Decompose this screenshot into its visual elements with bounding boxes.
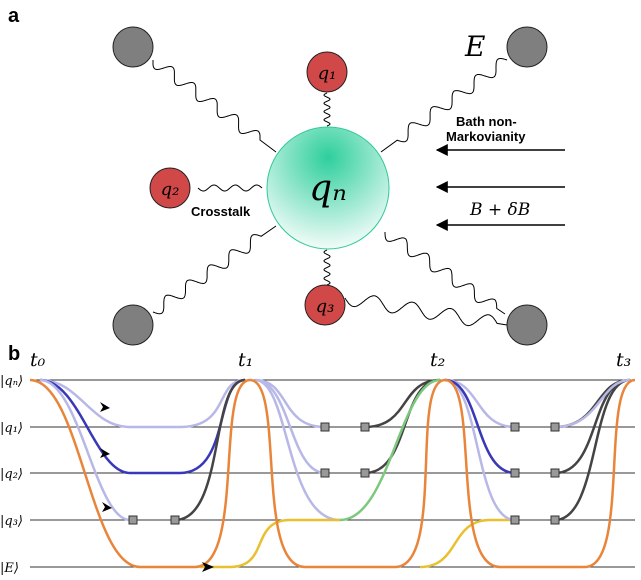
level-label: |q₂⟩ — [0, 467, 23, 482]
qubit-label: q₁ — [318, 63, 337, 84]
center-label: qₙ — [309, 168, 347, 209]
gate — [551, 469, 559, 477]
field-label: B + δB — [469, 200, 530, 220]
level-label: |q₃⟩ — [0, 514, 23, 529]
time-label: t₀ — [30, 349, 46, 371]
leak-path — [445, 380, 515, 520]
time-label: t₁ — [238, 349, 253, 371]
level-label: |q₁⟩ — [0, 421, 23, 436]
gate — [511, 516, 519, 524]
bath-node — [113, 305, 153, 345]
bath-label: Markovianity — [446, 129, 526, 144]
gate — [551, 423, 559, 431]
gate — [511, 469, 519, 477]
time-label: t₃ — [616, 349, 631, 371]
path-q1 — [40, 380, 245, 427]
coupling-wave — [324, 93, 330, 126]
coupling-wave — [324, 250, 330, 285]
coupling-wave — [153, 226, 276, 314]
gate — [361, 469, 369, 477]
bath-node — [113, 27, 153, 67]
return-path — [555, 380, 630, 520]
crosstalk-label: Crosstalk — [191, 204, 251, 219]
coupling-wave — [385, 232, 505, 314]
gate — [321, 469, 329, 477]
qubit-label: q₂ — [161, 179, 180, 200]
gate — [129, 516, 137, 524]
bath-node — [507, 27, 547, 67]
coupling-wave — [153, 60, 276, 152]
gate — [321, 423, 329, 431]
qubit-label: q₃ — [316, 296, 335, 317]
coupling-wave — [198, 185, 262, 191]
panel-label: b — [8, 343, 20, 365]
gate — [511, 423, 519, 431]
path-q3 — [40, 380, 135, 520]
path-yellow — [200, 520, 515, 567]
figure: a qₙ q₁ q₂ q₃ Crosstalk Bath non- Markov… — [0, 0, 641, 575]
time-label: t₂ — [430, 349, 445, 371]
level-label: |qₙ⟩ — [0, 374, 23, 389]
panel-label: a — [8, 5, 20, 27]
gate — [551, 516, 559, 524]
environment-label: E — [464, 30, 485, 63]
coupling-wave — [345, 296, 507, 326]
bath-node — [507, 305, 547, 345]
level-label: |E⟩ — [0, 561, 19, 575]
bath-label: Bath non- — [456, 114, 517, 129]
leak-path — [255, 380, 340, 520]
arrowhead — [100, 402, 110, 412]
gate — [171, 516, 179, 524]
gate — [361, 423, 369, 431]
